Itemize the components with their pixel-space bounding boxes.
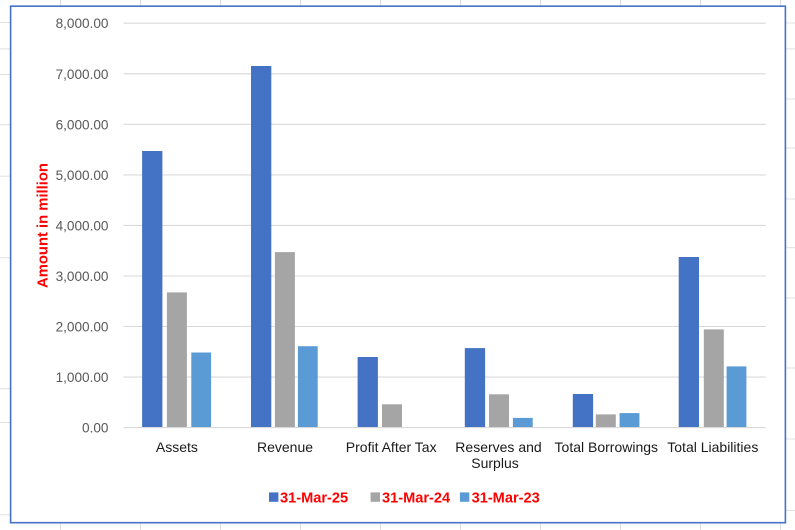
svg-text:Revenue: Revenue [257, 439, 313, 455]
svg-text:Total Borrowings: Total Borrowings [555, 439, 659, 455]
svg-text:Profit After Tax: Profit After Tax [346, 439, 437, 455]
svg-text:7,000.00: 7,000.00 [56, 67, 109, 82]
svg-text:1,000.00: 1,000.00 [56, 370, 109, 385]
svg-text:5,000.00: 5,000.00 [56, 168, 109, 183]
svg-text:Amount in million: Amount in million [36, 163, 52, 288]
svg-text:31-Mar-23: 31-Mar-23 [472, 490, 540, 506]
svg-text:31-Mar-24: 31-Mar-24 [382, 490, 451, 506]
svg-text:0.00: 0.00 [82, 421, 109, 436]
svg-text:31-Mar-25: 31-Mar-25 [280, 490, 348, 506]
svg-text:Total Liabilities: Total Liabilities [667, 439, 758, 455]
svg-text:Assets: Assets [156, 439, 198, 455]
svg-text:Surplus: Surplus [471, 455, 518, 471]
svg-text:3,000.00: 3,000.00 [56, 269, 109, 284]
svg-text:6,000.00: 6,000.00 [56, 117, 109, 132]
svg-text:Reserves and: Reserves and [455, 439, 541, 455]
svg-text:8,000.00: 8,000.00 [56, 16, 109, 31]
svg-text:4,000.00: 4,000.00 [56, 218, 109, 233]
svg-text:2,000.00: 2,000.00 [56, 320, 109, 335]
